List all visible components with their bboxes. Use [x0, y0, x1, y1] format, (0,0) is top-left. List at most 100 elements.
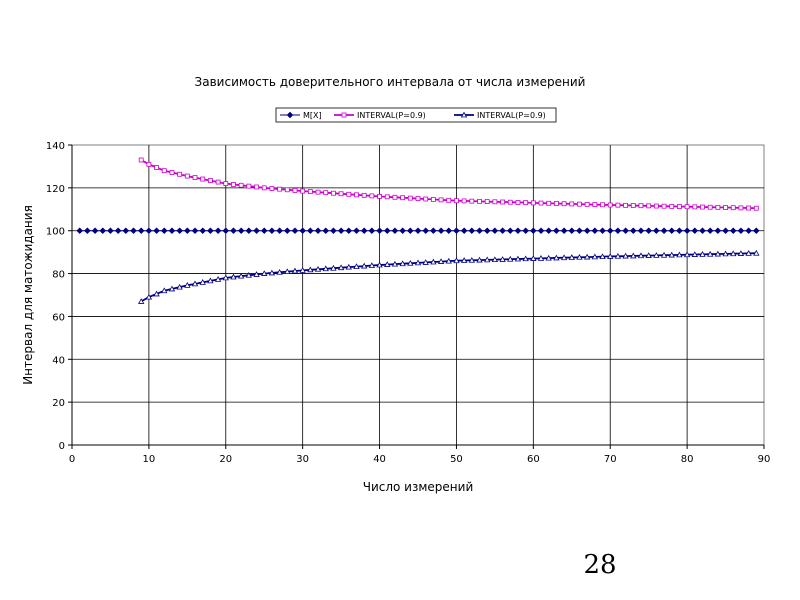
data-point [622, 227, 629, 235]
data-point [714, 250, 722, 257]
data-point [76, 227, 84, 235]
data-point [468, 256, 476, 263]
data-point [646, 203, 652, 209]
y-axis-ticks: 0 20 40 60 80 100 120 140 [46, 141, 72, 452]
data-point [160, 227, 168, 235]
legend-item: INTERVAL(P=0.9) [454, 111, 546, 120]
data-point [668, 251, 675, 258]
data-point [461, 198, 467, 204]
data-point [599, 253, 606, 260]
data-point [191, 280, 199, 287]
data-point [307, 189, 313, 195]
data-point [660, 227, 668, 235]
x-tick-label: 20 [219, 454, 232, 465]
data-point [584, 201, 590, 207]
data-point [84, 227, 91, 235]
data-point [268, 227, 276, 235]
data-point [538, 200, 544, 206]
data-point [569, 201, 575, 207]
data-point [752, 227, 760, 235]
data-point [668, 227, 676, 235]
data-point [700, 204, 705, 210]
data-point [523, 200, 529, 206]
data-point [437, 227, 445, 235]
data-point [261, 185, 267, 191]
data-point [537, 227, 545, 235]
data-point [753, 205, 759, 211]
x-tick-label: 80 [681, 454, 694, 465]
data-point [330, 264, 337, 271]
data-point [191, 227, 199, 235]
data-point [599, 227, 606, 235]
data-point [537, 255, 545, 261]
data-point [207, 178, 213, 183]
data-point [99, 227, 107, 235]
data-point [491, 256, 499, 263]
x-tick-label: 30 [296, 454, 309, 465]
data-point [237, 227, 245, 235]
data-point [245, 271, 253, 278]
data-point [430, 227, 437, 235]
data-point [522, 227, 529, 235]
data-point [146, 161, 152, 167]
data-point [637, 227, 645, 235]
data-point [323, 190, 329, 196]
chart-title: Зависимость доверительного интервала от … [195, 75, 586, 89]
data-point [360, 227, 368, 235]
data-point [614, 252, 622, 259]
data-point [261, 270, 268, 276]
data-point [607, 253, 614, 259]
data-point [361, 192, 367, 198]
data-point [341, 112, 347, 118]
data-point [276, 268, 283, 275]
data-point [345, 227, 353, 235]
data-point [260, 227, 268, 235]
data-point [292, 188, 298, 193]
data-point [414, 259, 422, 266]
data-point [399, 227, 406, 235]
data-point [430, 197, 436, 202]
data-point [415, 196, 421, 201]
data-point [145, 227, 153, 235]
data-point [454, 198, 459, 204]
series-3 [138, 249, 760, 304]
data-point [322, 265, 329, 272]
data-point [576, 227, 583, 235]
data-point [745, 227, 752, 235]
data-point [560, 254, 568, 261]
data-point [477, 198, 482, 204]
data-point [577, 201, 582, 207]
y-tick-label: 80 [52, 270, 65, 281]
data-point [200, 176, 206, 182]
data-point [607, 202, 613, 208]
data-point [653, 227, 660, 235]
data-point [407, 195, 413, 201]
data-point [346, 191, 352, 197]
data-point [529, 227, 537, 235]
data-point [130, 227, 137, 235]
data-point [138, 298, 145, 304]
y-tick-label: 120 [46, 184, 65, 195]
data-point [307, 227, 314, 235]
data-point [161, 287, 168, 294]
data-point [753, 249, 760, 256]
data-point [138, 157, 144, 163]
legend-label: M[X] [303, 111, 322, 120]
data-point [223, 181, 229, 186]
data-point [460, 111, 468, 118]
data-point [300, 188, 306, 194]
x-tick-label: 50 [450, 454, 463, 465]
data-point [684, 204, 690, 210]
data-point [453, 257, 460, 264]
data-point [269, 186, 275, 191]
data-point [507, 255, 514, 262]
data-point [468, 227, 476, 235]
x-axis-ticks: 0 10 20 30 40 50 60 70 80 90 [69, 445, 770, 465]
data-point [507, 199, 513, 205]
data-point [376, 227, 383, 235]
series-2 [138, 157, 759, 211]
data-point [215, 179, 221, 185]
data-point [637, 252, 645, 259]
data-point [514, 227, 522, 235]
data-point [246, 183, 252, 189]
